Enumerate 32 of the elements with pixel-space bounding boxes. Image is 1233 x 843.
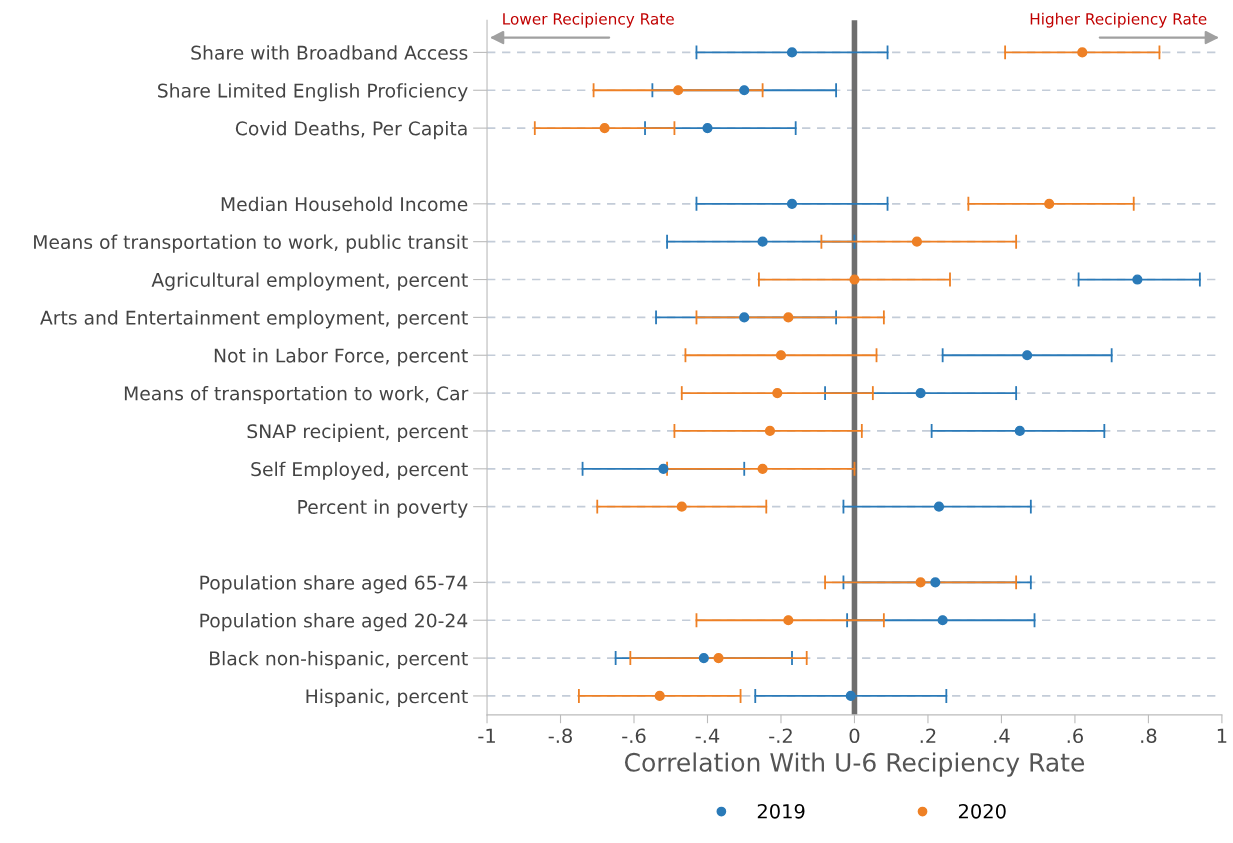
y-tick-label: Population share aged 65-74 bbox=[200, 575, 468, 594]
annotation: Lower Recipiency Rate bbox=[503, 12, 674, 28]
y-tick-label: SNAP recipient, percent bbox=[247, 423, 468, 442]
x-axis-title: Correlation With U-6 Recipiency Rate bbox=[624, 752, 1085, 777]
x-tick-label: -.8 bbox=[548, 728, 572, 744]
x-tick-label: -.6 bbox=[622, 728, 646, 744]
y-tick-label: Share Limited English Proficiency bbox=[158, 83, 468, 102]
y-tick-label: Not in Labor Force, percent bbox=[214, 348, 468, 367]
y-tick-label: Self Employed, percent bbox=[251, 461, 468, 480]
y-tick-label: Covid Deaths, Per Capita bbox=[235, 120, 467, 140]
x-tick-label: .2 bbox=[920, 728, 936, 743]
annotation: Higher Recipiency Rate bbox=[1030, 12, 1207, 28]
x-tick-label: 1 bbox=[1217, 728, 1227, 743]
y-tick-label: Agricultural employment, percent bbox=[151, 272, 468, 291]
y-tick-label: Black non-hispanic, percent bbox=[210, 650, 468, 670]
x-tick-label: .8 bbox=[1141, 728, 1157, 744]
y-tick-label: Means of transportation to work, public transit bbox=[34, 234, 468, 253]
y-tick-label: Percent in poverty bbox=[298, 499, 468, 518]
x-tick-label: -1 bbox=[478, 728, 495, 743]
y-tick-label: Median Household Income bbox=[221, 196, 468, 212]
y-tick-label: Population share aged 20-24 bbox=[200, 613, 468, 632]
x-tick-label: .6 bbox=[1067, 728, 1083, 744]
x-tick-label: .4 bbox=[994, 728, 1010, 743]
legend-label: 2019 bbox=[757, 803, 805, 819]
x-tick-label: -.2 bbox=[769, 728, 792, 743]
y-tick-label: Share with Broadband Access bbox=[191, 45, 468, 60]
y-tick-label: Means of transportation to work, Car bbox=[124, 385, 469, 405]
legend-label: 2020 bbox=[958, 803, 1006, 819]
x-tick-label: 0 bbox=[849, 728, 860, 744]
x-tick-label: -.4 bbox=[695, 728, 720, 743]
y-tick-label: Hispanic, percent bbox=[306, 688, 468, 707]
y-tick-label: Arts and Entertainment employment, percent bbox=[40, 310, 468, 329]
